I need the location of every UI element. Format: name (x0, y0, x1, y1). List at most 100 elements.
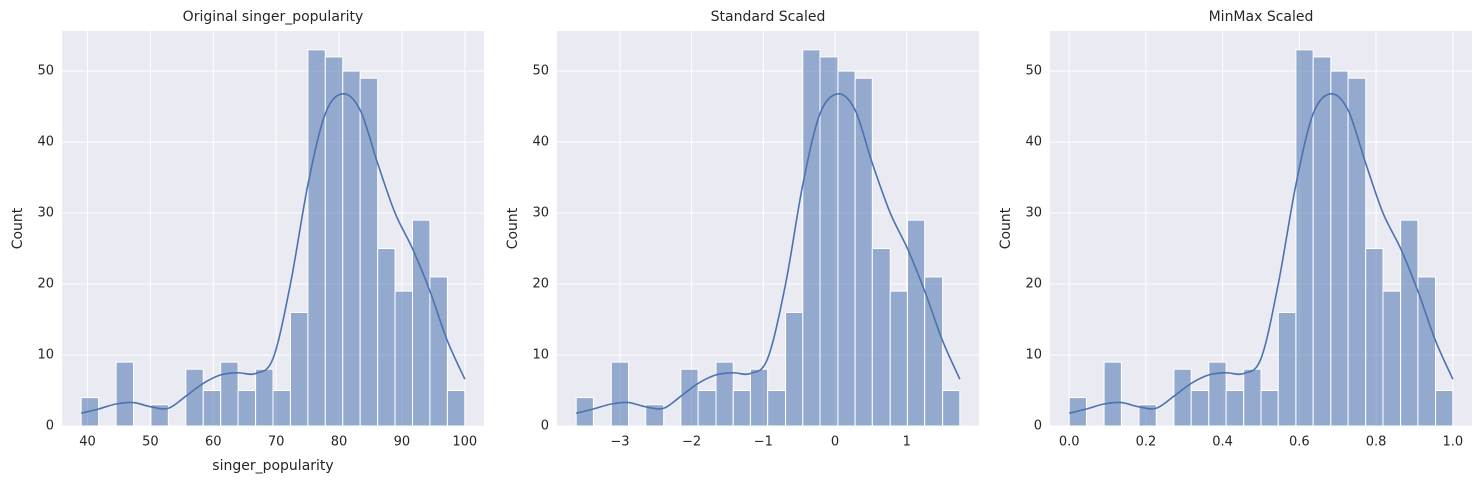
bar (359, 77, 379, 427)
y-tick-label: 0 (1034, 419, 1042, 434)
bar (150, 404, 169, 427)
bar (1365, 248, 1384, 427)
bar (697, 390, 717, 427)
x-tick-label: 60 (205, 435, 222, 450)
kde-line (575, 93, 961, 415)
kde-line (1068, 93, 1454, 415)
bar (220, 361, 239, 427)
bar (854, 77, 873, 427)
y-tick-label: 10 (532, 348, 549, 363)
y-tick-label: 50 (1025, 64, 1042, 79)
y-tick-label: 0 (46, 419, 54, 434)
bar (906, 219, 926, 427)
x-tick-label: 100 (452, 435, 477, 450)
bar (889, 290, 908, 427)
bar (1330, 70, 1349, 427)
y-tick-label: 20 (532, 277, 549, 292)
x-tick-label: 90 (394, 435, 411, 450)
y-tick-label: 30 (37, 206, 54, 221)
bar (1295, 49, 1314, 427)
bar (871, 248, 891, 427)
bar (115, 361, 135, 427)
bar (715, 361, 734, 427)
x-tick-label: 1 (903, 435, 911, 450)
bar (767, 390, 787, 427)
x-tick-label: 1.0 (1442, 435, 1463, 450)
bar (645, 404, 665, 427)
bar (429, 276, 448, 427)
bar (749, 368, 769, 427)
bar (1277, 311, 1297, 427)
bar (342, 70, 361, 427)
bar (411, 219, 431, 427)
x-tick-label: 0.8 (1366, 435, 1387, 450)
x-tick-label: 50 (142, 435, 159, 450)
x-tick-label: 0.4 (1212, 435, 1233, 450)
bar (785, 311, 804, 427)
x-tick-label: 0.2 (1136, 435, 1157, 450)
bar (1435, 390, 1454, 427)
bar (1225, 390, 1245, 427)
bar (446, 390, 466, 427)
x-tick-label: 0.6 (1289, 435, 1310, 450)
bar (255, 368, 274, 427)
bar (289, 311, 309, 427)
bar (307, 49, 326, 427)
bar (1417, 276, 1437, 427)
y-tick-label: 40 (532, 135, 549, 150)
y-tick-label: 30 (532, 206, 549, 221)
bar (942, 390, 961, 427)
bar (680, 368, 699, 427)
bar (324, 56, 344, 427)
bar (1173, 368, 1192, 427)
bar (819, 56, 839, 427)
y-tick-label: 0 (541, 419, 549, 434)
bar (732, 390, 751, 427)
chart-title: Original singer_popularity (183, 9, 364, 25)
bar (610, 361, 630, 427)
bar (1103, 361, 1122, 427)
bar (1138, 404, 1157, 427)
bar (1190, 390, 1210, 427)
bar (272, 390, 291, 427)
chart-title: Standard Scaled (711, 9, 826, 25)
y-tick-label: 40 (37, 135, 54, 150)
x-tick-label: −1 (754, 435, 773, 450)
x-tick-label: −3 (610, 435, 629, 450)
bar (1312, 56, 1332, 427)
y-tick-label: 20 (37, 277, 54, 292)
bar (1400, 219, 1419, 427)
panel: 0 10 20 30 40 50 −3 −2 −1 0 1 Standard Scaled Count (505, 9, 979, 450)
bar (237, 390, 257, 427)
x-tick-label: 40 (79, 435, 96, 450)
bar (802, 49, 821, 427)
kde-line (80, 93, 466, 415)
y-tick-label: 40 (1025, 135, 1042, 150)
y-tick-label: 30 (1025, 206, 1042, 221)
y-tick-label: 10 (1025, 348, 1042, 363)
bar (394, 290, 413, 427)
bar (837, 70, 856, 427)
x-tick-label: 80 (331, 435, 348, 450)
bar (202, 390, 222, 427)
y-tick-label: 50 (37, 64, 54, 79)
bar (924, 276, 944, 427)
y-axis-label: Count (998, 207, 1014, 249)
y-tick-label: 20 (1025, 277, 1042, 292)
y-tick-label: 50 (532, 64, 549, 79)
y-axis-label: Count (505, 207, 521, 249)
bar (377, 248, 396, 427)
y-tick-label: 10 (37, 348, 54, 363)
bar (1243, 368, 1262, 427)
bar (1208, 361, 1227, 427)
chart-title: MinMax Scaled (1209, 9, 1314, 25)
y-axis-label: Count (10, 207, 26, 249)
bar (185, 368, 204, 427)
bar (1382, 290, 1402, 427)
x-tick-label: 0 (831, 435, 839, 450)
x-tick-label: 0.0 (1059, 435, 1080, 450)
x-axis-label: singer_popularity (212, 458, 333, 474)
x-tick-label: −2 (682, 435, 701, 450)
